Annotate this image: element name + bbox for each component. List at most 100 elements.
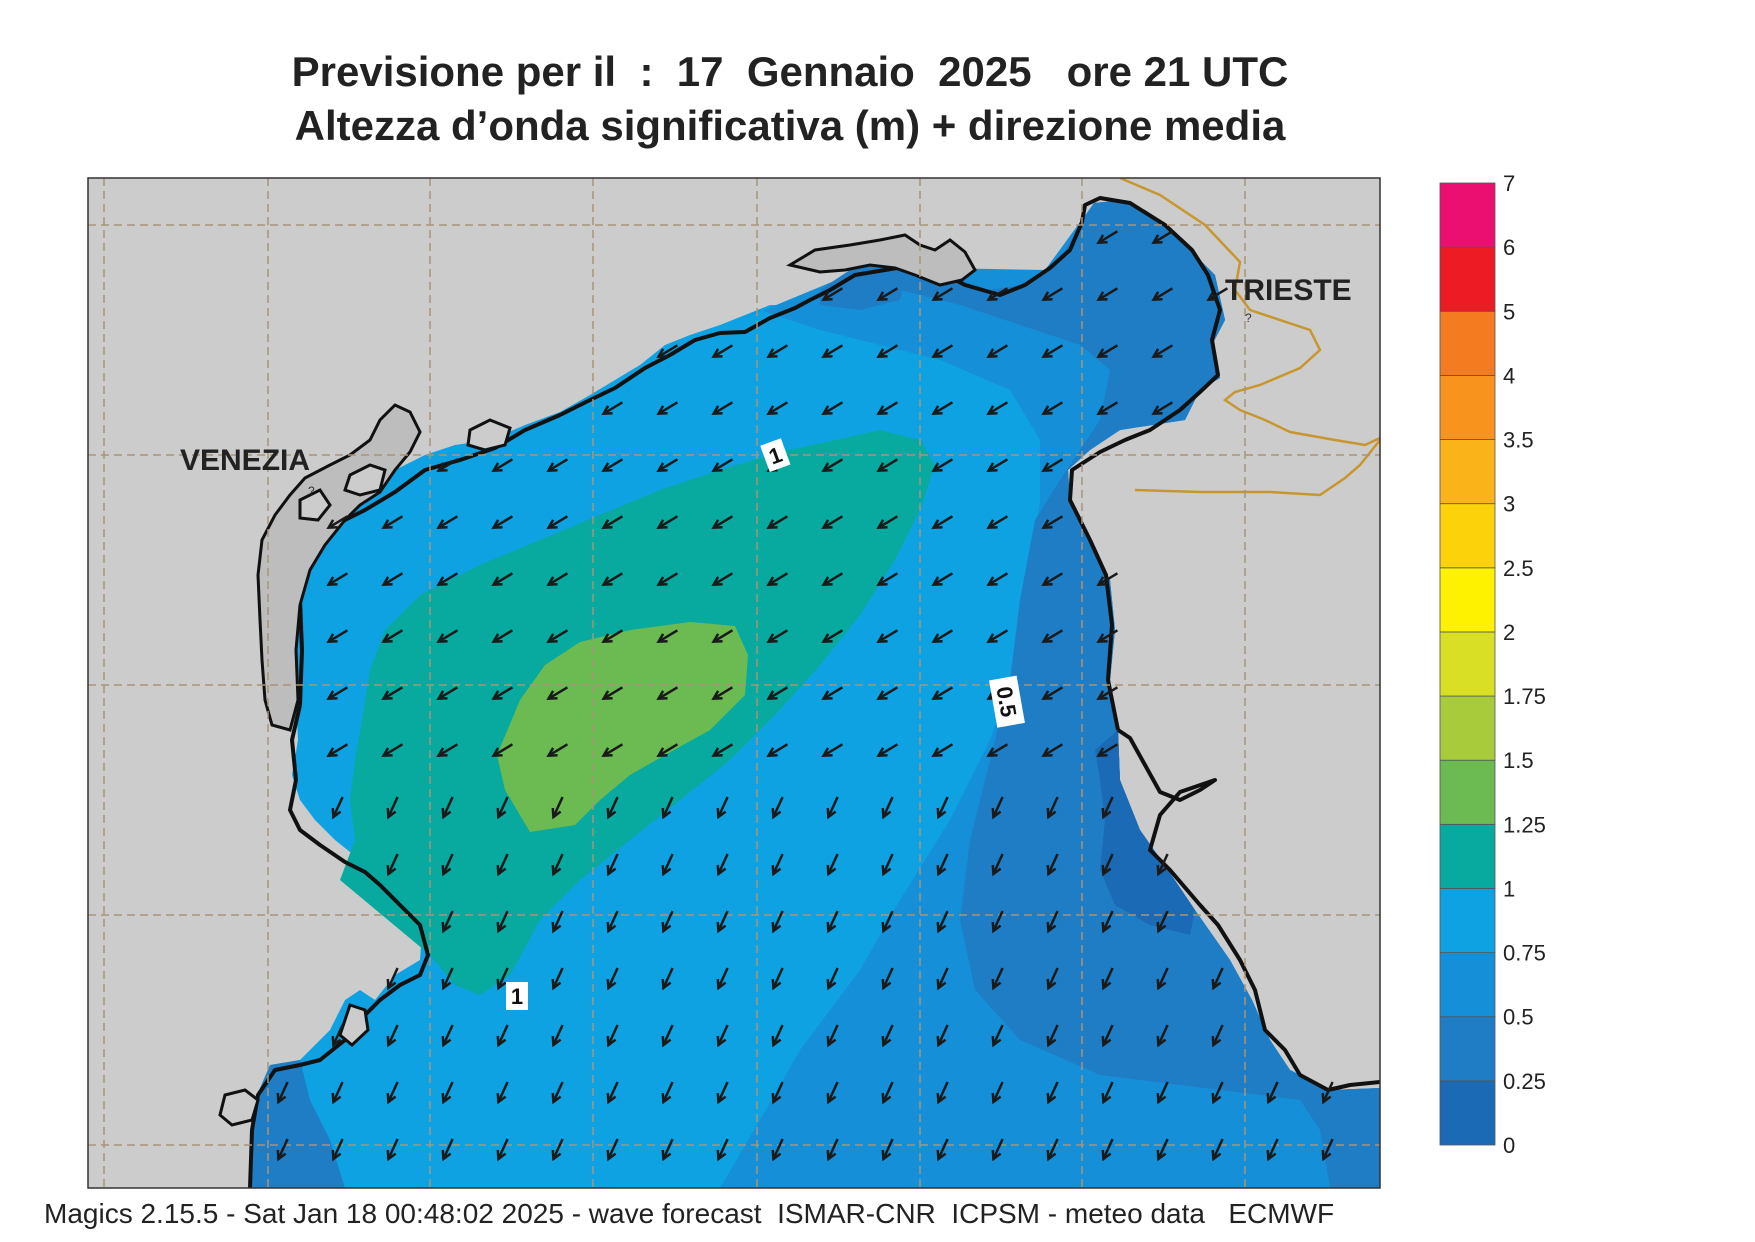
wave-direction-arrowhead (1156, 1035, 1167, 1048)
wave-direction-arrowhead (821, 462, 833, 473)
wave-direction-arrow (987, 515, 1009, 529)
colorbar-swatch (1439, 503, 1496, 569)
wave-direction-arrowhead (716, 1149, 727, 1162)
wave-direction-arrow (767, 686, 789, 700)
wave-direction-arrowhead (441, 1149, 452, 1162)
wave-direction-arrowhead (936, 864, 947, 877)
wave-direction-arrow (1152, 230, 1174, 244)
wave-direction-arrowhead (1101, 864, 1112, 877)
wave-direction-arrowhead (661, 921, 672, 934)
wave-direction-arrowhead (1041, 519, 1053, 530)
wave-direction-arrowhead (1206, 291, 1218, 302)
wave-direction-arrow (767, 743, 789, 757)
wave-direction-arrowhead (1266, 1092, 1277, 1105)
wave-direction-arrowhead (771, 864, 782, 877)
wave-direction-arrow (932, 458, 954, 472)
wave-direction-arrowhead (656, 633, 668, 644)
wave-direction-arrow (1097, 686, 1119, 700)
wave-direction-arrow (387, 796, 399, 818)
svg-text:1: 1 (511, 984, 523, 1009)
wave-direction-arrow (987, 344, 1009, 358)
wave-direction-arrow (442, 967, 454, 989)
wave-direction-arrow (717, 1024, 729, 1046)
wave-direction-arrow (492, 629, 514, 643)
wave-direction-arrowhead (766, 576, 778, 587)
wave-direction-arrow (552, 1081, 564, 1103)
wave-direction-arrowhead (496, 807, 507, 820)
wave-direction-arrow (607, 1138, 619, 1160)
wave-direction-arrow (332, 1081, 344, 1103)
wave-direction-arrowhead (546, 633, 558, 644)
wave-direction-arrow (987, 572, 1009, 586)
wave-direction-arrow (772, 1138, 784, 1160)
wave-direction-arrowhead (661, 1149, 672, 1162)
wave-direction-arrowhead (436, 633, 448, 644)
wave-direction-arrowhead (931, 633, 943, 644)
wave-direction-arrowhead (1096, 747, 1108, 758)
wave-direction-arrow (607, 967, 619, 989)
wave-direction-arrowhead (436, 747, 448, 758)
wave-direction-arrow (1042, 686, 1064, 700)
wave-direction-arrowhead (991, 978, 1002, 991)
wave-direction-arrowhead (546, 576, 558, 587)
colorbar-swatch (1439, 823, 1496, 889)
wave-direction-arrow (1042, 572, 1064, 586)
wave-direction-arrow (992, 796, 1004, 818)
map-frame (87, 177, 1381, 1189)
wave-direction-arrow (437, 458, 459, 472)
wave-direction-arrow (332, 1138, 344, 1160)
wave-direction-arrowhead (546, 462, 558, 473)
colorbar-tick-label: 3 (1503, 492, 1515, 517)
colorbar-tick-label: 1.75 (1503, 684, 1546, 709)
wave-direction-arrow (1097, 572, 1119, 586)
wave-direction-arrowhead (441, 921, 452, 934)
wave-direction-arrow (387, 1081, 399, 1103)
wave-direction-arrow (937, 967, 949, 989)
wave-direction-arrow (277, 1138, 289, 1160)
wave-direction-arrowhead (876, 462, 888, 473)
colorbar-tick-label: 7 (1503, 171, 1515, 196)
wave-direction-arrow (497, 910, 509, 932)
wave-direction-arrow (1042, 344, 1064, 358)
wave-direction-arrowhead (931, 462, 943, 473)
wave-direction-arrowhead (991, 1092, 1002, 1105)
wave-direction-arrow (877, 515, 899, 529)
wave-direction-arrow (442, 853, 454, 875)
wave-direction-arrowhead (661, 1035, 672, 1048)
wave-direction-arrow (992, 853, 1004, 875)
wave-direction-arrowhead (606, 978, 617, 991)
wave-direction-arrowhead (1046, 978, 1057, 991)
colorbar-tick-label: 0 (1503, 1133, 1515, 1158)
wave-direction-arrowhead (881, 1035, 892, 1048)
wave-direction-arrow (827, 1081, 839, 1103)
wave-direction-arrow (937, 910, 949, 932)
zone-1-25-to-1-5 (497, 622, 748, 832)
svg-text:0.5: 0.5 (992, 685, 1022, 719)
wave-direction-arrow (772, 796, 784, 818)
wave-direction-arrow (717, 967, 729, 989)
wave-direction-arrow (382, 629, 404, 643)
colorbar-swatch (1439, 310, 1496, 376)
wave-direction-arrowhead (331, 1149, 342, 1162)
colorbar-swatch (1439, 1080, 1496, 1146)
wave-direction-arrow (1102, 1024, 1114, 1046)
city-label-venezia: VENEZIA (180, 444, 310, 477)
wave-direction-arrow (1267, 1138, 1279, 1160)
wave-direction-arrowhead (656, 576, 668, 587)
wave-direction-arrow (492, 515, 514, 529)
wave-direction-arrow (1097, 743, 1119, 757)
wave-direction-arrowhead (551, 978, 562, 991)
wave-direction-arrow (327, 629, 349, 643)
contour-label-bottom: 1 (506, 982, 528, 1010)
wave-direction-arrow (1157, 967, 1169, 989)
footer-credits: Magics 2.15.5 - Sat Jan 18 00:48:02 2025… (44, 1198, 1335, 1229)
wave-direction-arrowhead (711, 348, 723, 359)
wave-direction-arrowhead (766, 405, 778, 416)
wave-direction-arrowhead (991, 807, 1002, 820)
wave-direction-arrowhead (606, 864, 617, 877)
wave-direction-arrowhead (821, 291, 833, 302)
wave-direction-arrowhead (601, 576, 613, 587)
wave-direction-arrowhead (1041, 747, 1053, 758)
wave-direction-arrowhead (441, 978, 452, 991)
wave-direction-arrow (767, 629, 789, 643)
